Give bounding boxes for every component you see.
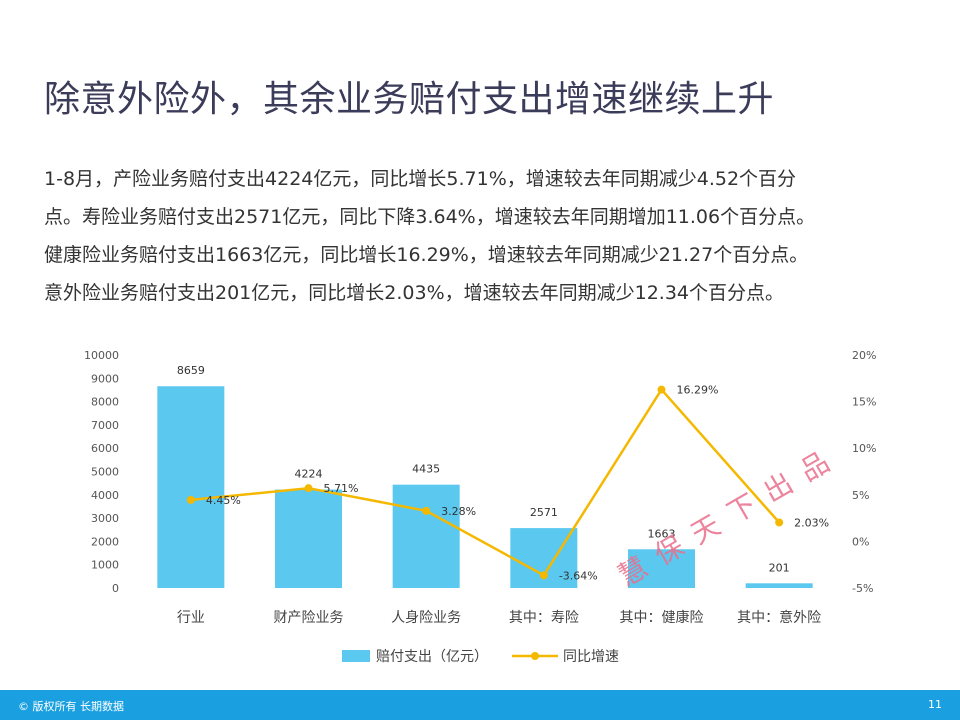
growth-data-label: 3.28% bbox=[441, 505, 476, 518]
summary-line: 1-8月，产险业务赔付支出4224亿元，同比增长5.71%，增速较去年同期减少4… bbox=[44, 168, 797, 190]
growth-point bbox=[186, 495, 195, 504]
growth-data-label: 5.71% bbox=[324, 482, 359, 495]
legend-bar-swatch bbox=[342, 650, 370, 662]
y-left-tick-label: 5000 bbox=[91, 466, 119, 479]
bar bbox=[745, 583, 813, 588]
growth-data-label: 2.03% bbox=[794, 516, 829, 529]
bar-data-label: 8659 bbox=[177, 364, 205, 377]
y-right-tick-label: 5% bbox=[852, 489, 869, 502]
bar-data-label: 2571 bbox=[530, 506, 558, 519]
bar bbox=[157, 386, 225, 588]
x-category-label: 财产险业务 bbox=[274, 610, 344, 626]
y-left-tick-label: 3000 bbox=[91, 512, 119, 525]
growth-point bbox=[304, 484, 313, 493]
y-right-tick-label: 0% bbox=[852, 535, 869, 548]
y-right-tick-label: 20% bbox=[852, 349, 876, 362]
y-left-tick-label: 9000 bbox=[91, 372, 119, 385]
growth-line bbox=[190, 388, 781, 577]
y-left-tick-label: 6000 bbox=[91, 442, 119, 455]
y-right-tick-label: 15% bbox=[852, 396, 876, 409]
x-category-label: 其中：寿险 bbox=[509, 609, 579, 626]
x-category-label: 其中：健康险 bbox=[620, 609, 704, 626]
footer-bar: © 版权所有 长期数据 11 bbox=[0, 690, 960, 720]
bar-data-label: 1663 bbox=[648, 527, 676, 540]
y-right-tick-label: 10% bbox=[852, 442, 876, 455]
y-right-tick-label: -5% bbox=[852, 582, 873, 595]
page-number: 11 bbox=[928, 698, 942, 711]
y-left-tick-label: 7000 bbox=[91, 419, 119, 432]
growth-point bbox=[657, 385, 666, 394]
x-category-label: 其中：意外险 bbox=[737, 609, 821, 626]
summary-paragraph: 1-8月，产险业务赔付支出4224亿元，同比增长5.71%，增速较去年同期减少4… bbox=[44, 160, 924, 312]
x-category-label: 行业 bbox=[177, 610, 205, 626]
bar bbox=[275, 489, 342, 588]
y-left-tick-label: 10000 bbox=[84, 349, 119, 362]
y-left-tick-label: 4000 bbox=[91, 489, 119, 502]
summary-line: 点。寿险业务赔付支出2571亿元，同比下降3.64%，增速较去年同期增加11.0… bbox=[44, 206, 816, 228]
growth-point bbox=[422, 506, 431, 515]
y-left-tick-label: 8000 bbox=[91, 396, 119, 409]
growth-point bbox=[775, 518, 784, 527]
x-category-label: 人身险业务 bbox=[391, 610, 461, 626]
growth-data-label: 4.45% bbox=[206, 494, 241, 507]
page-title: 除意外险外，其余业务赔付支出增速继续上升 bbox=[44, 79, 775, 120]
legend-line-label: 同比增速 bbox=[563, 649, 619, 665]
legend-line-marker bbox=[531, 652, 539, 660]
copyright-text: © 版权所有 长期数据 bbox=[18, 700, 124, 713]
growth-data-label: 16.29% bbox=[677, 384, 719, 397]
bar-data-label: 201 bbox=[769, 561, 790, 574]
legend-bar-label: 赔付支出（亿元） bbox=[376, 649, 488, 665]
y-left-tick-label: 0 bbox=[112, 582, 119, 595]
bar bbox=[392, 484, 460, 588]
summary-line: 健康险业务赔付支出1663亿元，同比增长16.29%，增速较去年同期减少21.2… bbox=[44, 244, 809, 266]
bar-data-label: 4224 bbox=[295, 468, 323, 481]
y-left-tick-label: 2000 bbox=[91, 535, 119, 548]
bar bbox=[628, 549, 695, 588]
summary-line: 意外险业务赔付支出201亿元，同比增长2.03%，增速较去年同期减少12.34个… bbox=[44, 282, 785, 304]
bar-data-label: 4435 bbox=[412, 463, 440, 476]
growth-point bbox=[539, 571, 548, 580]
growth-data-label: -3.64% bbox=[559, 569, 598, 582]
claims-chart: 0 1000 2000 3000 4000 5000 6000 7000 8000 9000 100… bbox=[84, 349, 876, 665]
y-left-tick-label: 1000 bbox=[91, 559, 119, 572]
